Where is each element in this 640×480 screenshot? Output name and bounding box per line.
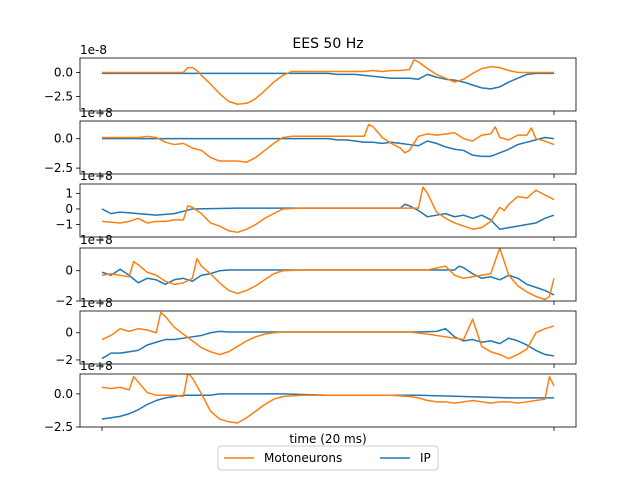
series-line-motoneurons: [101, 186, 555, 234]
legend-label-ip: IP: [420, 451, 431, 465]
y-tick-label: −1: [55, 218, 73, 232]
series-line-motoneurons: [101, 311, 555, 360]
series-line-ip: [101, 265, 555, 296]
panel-frame: [79, 247, 577, 302]
panel-4: 0 −2 1e+8: [55, 233, 577, 308]
y-tick-label: −2: [55, 353, 73, 367]
series-line-motoneurons: [102, 123, 555, 163]
legend-box: [217, 445, 439, 471]
y-offset-label: 1e+8: [80, 233, 113, 247]
series-line-motoneurons: [101, 374, 555, 424]
series-line-ip: [101, 393, 554, 420]
x-axis-label: time (20 ms): [289, 432, 366, 446]
series-line-motoneurons: [101, 248, 555, 301]
y-tick-label: 0: [65, 264, 73, 278]
panel-2: 0.0 −2.5 1e+8: [44, 106, 577, 178]
panel-3: 1 0 −1 1e+8: [55, 169, 577, 241]
panel-1: 0.0 −2.5 1e-8: [44, 43, 577, 115]
panel-6: 0.0 −2.5 1e+8: [44, 359, 577, 434]
y-tick-label: 1: [65, 186, 73, 200]
series-line-motoneurons: [102, 59, 554, 105]
y-tick-label: 0: [65, 326, 73, 340]
series-line-ip: [102, 136, 555, 158]
panel-frame: [79, 57, 577, 112]
series-line-ip: [101, 203, 555, 230]
y-tick-label: 0.0: [54, 387, 73, 401]
panel-frame: [79, 183, 577, 238]
panel-frame: [79, 120, 577, 175]
panels: 0.0 −2.5 1e-8 0.0 −2.5 1e+8 1 0 −1 1e+8 0 −2 1e+8 0 −2…: [44, 43, 577, 434]
y-offset-label: 1e+8: [80, 296, 113, 310]
y-tick-label: −2.5: [44, 161, 73, 175]
y-tick-label: 0: [65, 202, 73, 216]
chart-title: EES 50 Hz: [292, 36, 363, 52]
legend: Motoneurons IP: [217, 445, 439, 471]
y-offset-label: 1e+8: [80, 169, 113, 183]
series-line-ip: [101, 327, 555, 360]
series-line-ip: [102, 72, 554, 90]
y-offset-label: 1e-8: [80, 43, 107, 57]
y-tick-label: −2.5: [44, 90, 73, 104]
y-offset-label: 1e+8: [80, 359, 113, 373]
y-tick-label: −2.5: [44, 420, 73, 434]
y-tick-label: −2: [55, 294, 73, 308]
panel-frame: [79, 373, 577, 428]
y-tick-label: 0.0: [54, 65, 73, 79]
y-tick-label: 0.0: [54, 132, 73, 146]
y-offset-label: 1e+8: [80, 106, 113, 120]
legend-label-motoneurons: Motoneurons: [264, 451, 342, 465]
panel-5: 0 −2 1e+8: [55, 296, 577, 368]
panel-frame: [79, 310, 577, 365]
